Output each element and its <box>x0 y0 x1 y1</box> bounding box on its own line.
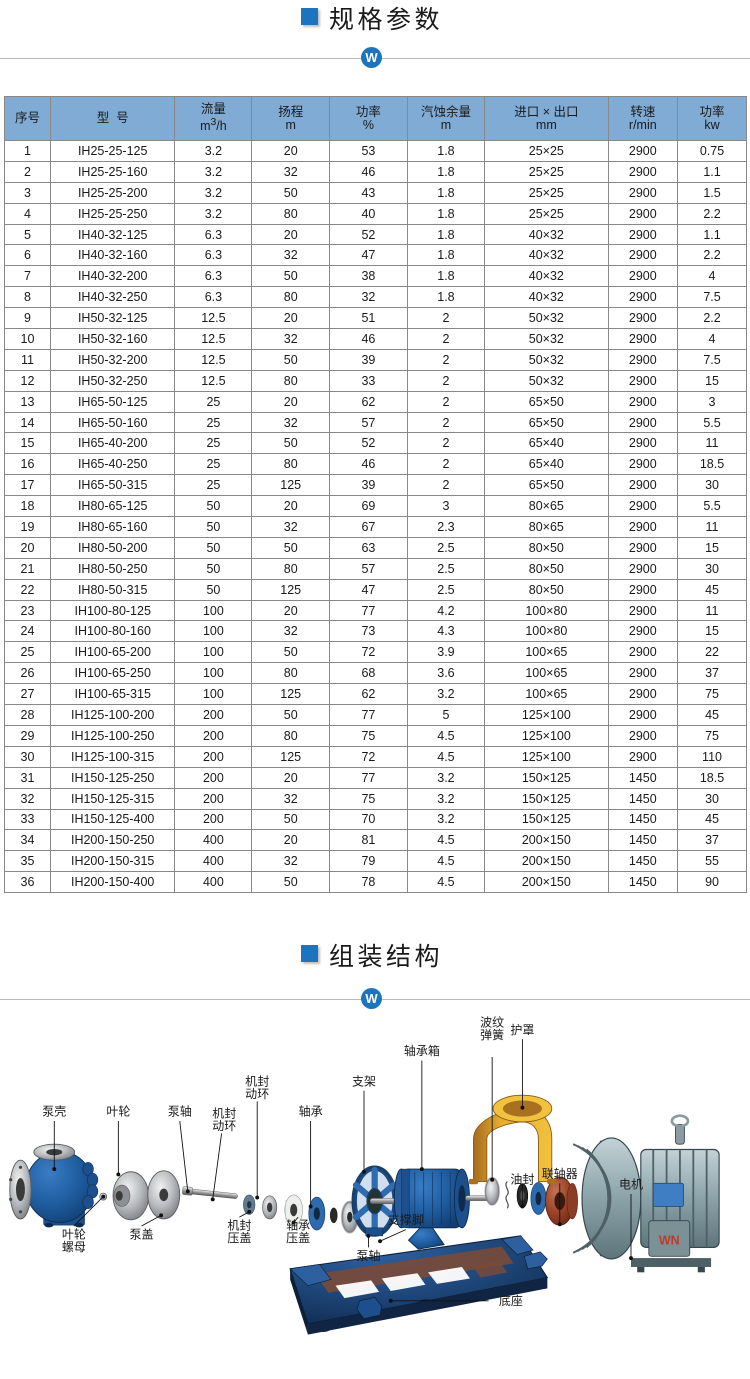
svg-text:泵轴: 泵轴 <box>168 1104 192 1119</box>
svg-text:联轴器: 联轴器 <box>542 1166 578 1181</box>
svg-text:轴承: 轴承 <box>299 1104 323 1119</box>
svg-text:WN: WN <box>659 1234 680 1248</box>
svg-text:压盖: 压盖 <box>286 1231 310 1245</box>
svg-text:轴承箱: 轴承箱 <box>404 1043 440 1058</box>
svg-text:动环: 动环 <box>245 1087 269 1101</box>
svg-text:油封: 油封 <box>510 1172 534 1186</box>
svg-text:电机: 电机 <box>619 1178 643 1192</box>
svg-text:动环: 动环 <box>212 1119 236 1133</box>
svg-text:压盖: 压盖 <box>227 1231 251 1245</box>
svg-text:螺母: 螺母 <box>62 1240 86 1254</box>
svg-text:护罩: 护罩 <box>510 1023 534 1037</box>
svg-text:底座: 底座 <box>499 1293 523 1308</box>
svg-text:叶轮: 叶轮 <box>106 1105 130 1119</box>
svg-text:泵壳: 泵壳 <box>42 1105 66 1119</box>
svg-text:泵盖: 泵盖 <box>129 1228 153 1242</box>
svg-text:支撑脚: 支撑脚 <box>388 1212 424 1227</box>
svg-text:弹簧: 弹簧 <box>480 1027 504 1042</box>
svg-text:支架: 支架 <box>352 1074 376 1088</box>
svg-text:泵轴: 泵轴 <box>356 1248 380 1263</box>
